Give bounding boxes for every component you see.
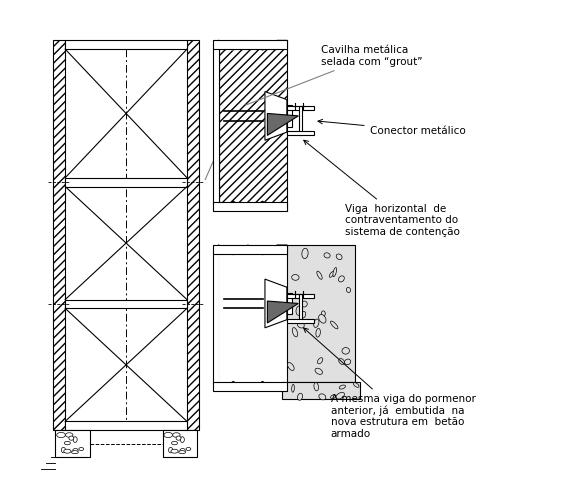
Ellipse shape <box>301 301 307 307</box>
Ellipse shape <box>301 312 306 318</box>
Ellipse shape <box>315 368 323 374</box>
Ellipse shape <box>338 276 344 282</box>
Bar <box>65 178 187 187</box>
Ellipse shape <box>316 328 320 337</box>
Polygon shape <box>267 301 298 323</box>
Bar <box>213 40 287 49</box>
Ellipse shape <box>329 271 334 277</box>
Ellipse shape <box>336 254 342 260</box>
Ellipse shape <box>317 271 322 279</box>
Ellipse shape <box>342 347 350 354</box>
Bar <box>65 421 187 430</box>
Bar <box>219 40 287 211</box>
Ellipse shape <box>169 447 173 453</box>
Bar <box>162 430 197 457</box>
Ellipse shape <box>173 433 180 437</box>
Ellipse shape <box>314 383 319 391</box>
Polygon shape <box>265 279 287 328</box>
Bar <box>53 40 65 430</box>
Bar <box>55 430 90 457</box>
Bar <box>213 245 287 254</box>
Text: A mesma viga do pormenor
anterior, já  embutida  na
nova estrutura em  betão
arm: A mesma viga do pormenor anterior, já em… <box>303 328 475 439</box>
Bar <box>287 245 355 382</box>
Ellipse shape <box>298 393 302 400</box>
Text: Viga  horizontal  de
contraventamento do
sistema de contenção: Viga horizontal de contraventamento do s… <box>304 140 460 237</box>
Bar <box>287 105 292 127</box>
Ellipse shape <box>314 319 319 327</box>
Bar <box>53 40 65 430</box>
Polygon shape <box>265 92 287 140</box>
Ellipse shape <box>339 385 346 389</box>
Bar <box>65 40 187 49</box>
Bar <box>288 319 314 323</box>
Ellipse shape <box>179 451 186 454</box>
Ellipse shape <box>64 441 70 445</box>
Ellipse shape <box>171 449 178 453</box>
Bar <box>288 106 314 110</box>
Ellipse shape <box>73 437 77 442</box>
Ellipse shape <box>64 449 71 453</box>
Bar <box>65 299 187 308</box>
Ellipse shape <box>180 448 186 452</box>
Ellipse shape <box>319 315 326 323</box>
Ellipse shape <box>171 441 178 445</box>
Ellipse shape <box>331 395 336 399</box>
Bar <box>213 202 287 211</box>
Bar <box>219 245 287 391</box>
Ellipse shape <box>321 311 325 316</box>
Bar <box>288 131 314 135</box>
Bar <box>213 382 287 391</box>
Ellipse shape <box>319 394 326 400</box>
Text: Cavilha metálica
selada com “grout”: Cavilha metálica selada com “grout” <box>245 45 422 105</box>
Ellipse shape <box>164 432 173 438</box>
Ellipse shape <box>180 437 184 442</box>
Bar <box>187 40 199 430</box>
Polygon shape <box>267 114 298 135</box>
Bar <box>213 48 219 203</box>
Ellipse shape <box>354 383 359 387</box>
Ellipse shape <box>297 321 304 328</box>
Bar <box>288 294 314 297</box>
Ellipse shape <box>176 436 181 440</box>
Ellipse shape <box>186 447 191 450</box>
Ellipse shape <box>288 363 294 370</box>
Ellipse shape <box>339 359 345 365</box>
Ellipse shape <box>292 328 298 337</box>
Bar <box>213 252 219 384</box>
Text: Conector metálico: Conector metálico <box>318 120 465 136</box>
Ellipse shape <box>61 447 65 453</box>
Ellipse shape <box>73 448 78 452</box>
Bar <box>187 40 199 430</box>
Ellipse shape <box>57 432 65 438</box>
Ellipse shape <box>292 385 294 392</box>
Bar <box>287 293 292 315</box>
Ellipse shape <box>345 359 351 365</box>
Ellipse shape <box>346 288 351 293</box>
Bar <box>282 382 360 399</box>
Ellipse shape <box>65 433 73 437</box>
Ellipse shape <box>333 268 337 276</box>
Ellipse shape <box>72 451 78 454</box>
Bar <box>219 245 287 391</box>
Ellipse shape <box>292 274 299 280</box>
Bar <box>299 106 302 135</box>
Ellipse shape <box>302 248 308 259</box>
Bar <box>219 40 287 211</box>
Ellipse shape <box>331 321 338 329</box>
Ellipse shape <box>324 253 330 258</box>
Ellipse shape <box>318 358 323 364</box>
Ellipse shape <box>336 392 345 399</box>
Ellipse shape <box>79 447 83 450</box>
Ellipse shape <box>296 306 302 315</box>
Ellipse shape <box>69 436 74 440</box>
Bar <box>299 294 302 323</box>
